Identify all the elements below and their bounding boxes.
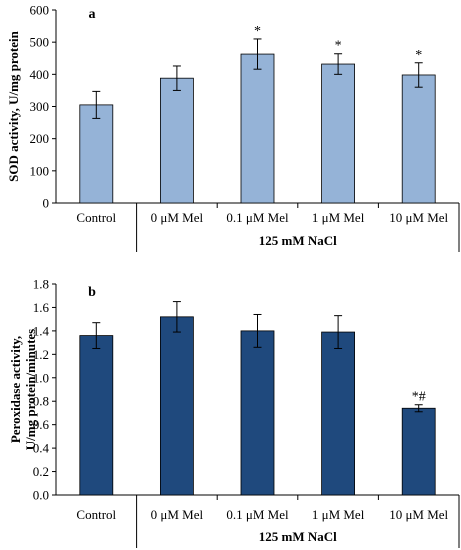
bar bbox=[321, 331, 356, 496]
bar bbox=[159, 77, 194, 204]
y-tick-label: 1.0 bbox=[33, 370, 49, 385]
y-tick-label: 500 bbox=[30, 35, 50, 50]
category-label: 10 μM Mel bbox=[389, 210, 448, 225]
category-label: 1 μM Mel bbox=[312, 210, 365, 225]
bar bbox=[79, 335, 114, 496]
y-axis-title-line: U/mg protein/minutes bbox=[23, 329, 38, 450]
significance-label: *# bbox=[412, 390, 426, 405]
category-label: 0 μM Mel bbox=[151, 507, 204, 522]
y-tick-label: 0.4 bbox=[33, 441, 50, 456]
group-label: 125 mM NaCl bbox=[259, 233, 337, 248]
y-tick-label: 1.8 bbox=[33, 277, 49, 292]
category-label: Control bbox=[76, 210, 116, 225]
y-tick-label: 1.2 bbox=[33, 347, 49, 362]
panel-label: a bbox=[89, 7, 96, 22]
group-label: 125 mM NaCl bbox=[259, 529, 337, 544]
y-tick-label: 0.8 bbox=[33, 394, 49, 409]
y-tick-label: 0.6 bbox=[33, 417, 50, 432]
category-label: 0 μM Mel bbox=[151, 210, 204, 225]
bar bbox=[240, 53, 275, 204]
bar bbox=[401, 407, 436, 496]
significance-label: * bbox=[335, 39, 342, 54]
y-tick-label: 0.0 bbox=[33, 488, 49, 503]
bar bbox=[401, 74, 436, 204]
y-tick-label: 1.4 bbox=[33, 323, 50, 338]
y-tick-label: 0.2 bbox=[33, 464, 49, 479]
y-tick-label: 200 bbox=[30, 131, 50, 146]
y-tick-label: 600 bbox=[30, 3, 50, 18]
bar bbox=[240, 330, 275, 496]
y-tick-label: 100 bbox=[30, 163, 50, 178]
panel-label: b bbox=[88, 285, 96, 300]
significance-label: * bbox=[415, 48, 422, 63]
significance-label: * bbox=[254, 24, 261, 39]
y-tick-label: 1.6 bbox=[33, 300, 50, 315]
y-axis-title: SOD activity, U/mg protein bbox=[6, 30, 21, 181]
category-label: 0.1 μM Mel bbox=[226, 210, 289, 225]
y-tick-label: 0 bbox=[43, 196, 50, 211]
y-tick-label: 400 bbox=[30, 67, 50, 82]
bar bbox=[321, 63, 356, 204]
category-label: Control bbox=[76, 507, 116, 522]
y-tick-label: 300 bbox=[30, 99, 50, 114]
y-axis-title-line: Peroxidase activity, bbox=[8, 336, 23, 443]
bar bbox=[79, 104, 114, 204]
y-axis-title: Peroxidase activity,U/mg protein/minutes bbox=[8, 329, 38, 450]
category-label: 10 μM Mel bbox=[389, 507, 448, 522]
chart-panel-a: 0 100 200 300 400 500 600 Control 0 μM Mel 0.1 μM… bbox=[6, 3, 460, 252]
category-label: 0.1 μM Mel bbox=[226, 507, 289, 522]
chart-panel-b: 0.0 0.2 0.4 0.6 0.8 1.0 1.2 1.4 1.6 1.8 Control 0 μ… bbox=[8, 277, 460, 548]
bar bbox=[159, 316, 194, 496]
category-label: 1 μM Mel bbox=[312, 507, 365, 522]
